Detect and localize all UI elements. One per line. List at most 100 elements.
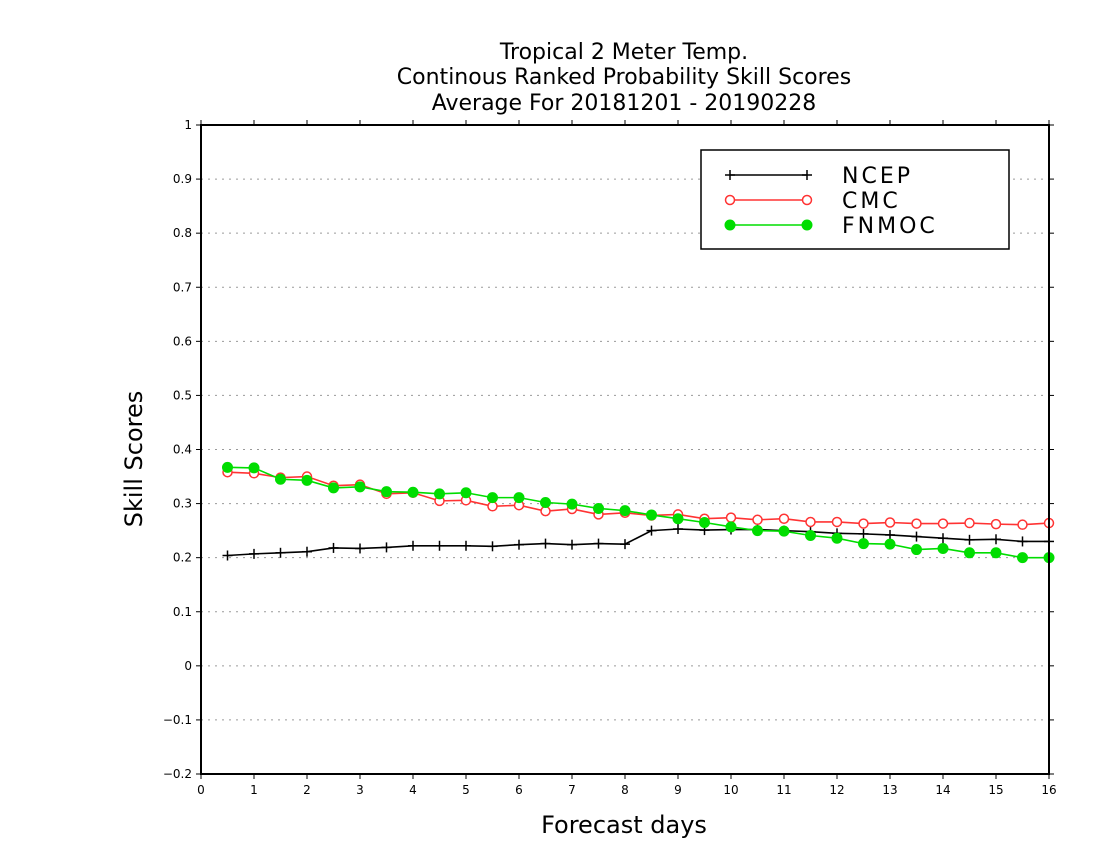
legend-marker	[801, 194, 813, 206]
chart-title-line-3: Average For 20181201 - 20190228	[432, 91, 817, 116]
x-tick-label: 13	[882, 783, 897, 797]
x-tick-label: 2	[303, 783, 311, 797]
y-tick-label: 0.9	[173, 172, 192, 186]
data-point-ncep	[461, 540, 471, 551]
data-point-fnmoc	[487, 492, 498, 504]
data-point-cmc	[487, 501, 498, 512]
data-point-fnmoc	[540, 497, 551, 509]
legend-marker	[724, 194, 736, 206]
data-point-fnmoc	[725, 521, 737, 533]
x-tick-label: 15	[988, 783, 1003, 797]
data-point-fnmoc	[248, 462, 260, 474]
data-point-fnmoc	[328, 482, 339, 494]
data-point-cmc	[725, 512, 737, 523]
data-point-ncep	[381, 542, 392, 553]
y-tick-label: 0	[184, 659, 192, 673]
data-point-fnmoc	[805, 529, 816, 541]
data-point-ncep	[434, 540, 445, 551]
data-point-fnmoc	[911, 544, 922, 556]
y-tick-label: 0.8	[173, 226, 192, 240]
x-tick-label: 0	[197, 783, 205, 797]
y-tick-label: 0.6	[173, 334, 192, 348]
data-point-fnmoc	[964, 547, 975, 559]
data-point-ncep	[514, 539, 524, 550]
legend-marker	[801, 219, 813, 231]
legend-marker	[724, 219, 736, 231]
x-axis-ticks: 0 1 2 3 4 5 6 7 8 9 10 11 12 13 14 15 16	[197, 120, 1057, 797]
data-point-fnmoc	[301, 474, 313, 486]
y-tick-label: 0.4	[173, 443, 192, 457]
data-point-cmc	[911, 518, 922, 529]
x-tick-label: 6	[515, 783, 523, 797]
data-point-cmc	[831, 516, 843, 528]
legend-label: FNMOC	[842, 214, 938, 239]
data-point-ncep	[620, 539, 630, 550]
data-point-fnmoc	[566, 498, 578, 510]
data-point-ncep	[222, 550, 233, 561]
y-tick-label: −0.2	[163, 767, 192, 781]
data-point-fnmoc	[619, 505, 631, 517]
data-point-ncep	[567, 539, 577, 550]
y-tick-label: 0.3	[173, 497, 192, 511]
data-point-cmc	[990, 518, 1002, 530]
data-point-fnmoc	[937, 542, 949, 554]
y-tick-label: 0.2	[173, 551, 192, 565]
data-point-fnmoc	[381, 486, 392, 498]
series-cmc	[222, 466, 1055, 530]
data-point-fnmoc	[354, 481, 366, 493]
x-tick-label: 5	[462, 783, 470, 797]
y-tick-label: 0.7	[173, 280, 192, 294]
data-point-fnmoc	[778, 525, 790, 537]
y-tick-label: 0.5	[173, 388, 192, 402]
data-point-ncep	[355, 543, 365, 554]
data-point-fnmoc	[699, 517, 710, 529]
data-point-fnmoc	[222, 461, 233, 473]
x-tick-label: 8	[621, 783, 629, 797]
y-tick-label: −0.1	[163, 713, 192, 727]
data-point-ncep	[540, 538, 551, 549]
chart-title: Tropical 2 Meter Temp. Continous Ranked …	[397, 40, 851, 116]
data-point-ncep	[911, 531, 922, 542]
data-point-fnmoc	[593, 502, 604, 514]
data-point-cmc	[805, 516, 816, 528]
data-point-fnmoc	[407, 486, 419, 498]
legend-marker	[802, 170, 812, 180]
legend-label: CMC	[842, 189, 901, 214]
legend-label: NCEP	[842, 164, 913, 189]
data-point-cmc	[1017, 519, 1028, 530]
data-point-cmc	[540, 505, 551, 517]
chart-title-line-1: Tropical 2 Meter Temp.	[499, 40, 748, 65]
gridlines	[201, 178, 1049, 721]
data-point-cmc	[884, 517, 896, 528]
data-point-fnmoc	[752, 525, 763, 537]
x-axis-label: Forecast days	[541, 811, 707, 839]
y-axis-label: Skill Scores	[120, 391, 148, 528]
data-point-ncep	[1017, 536, 1028, 547]
series-line-cmc	[227, 471, 1050, 526]
x-tick-label: 10	[723, 783, 738, 797]
series-line-fnmoc	[227, 466, 1049, 559]
data-point-fnmoc	[275, 473, 286, 485]
data-point-ncep	[275, 547, 286, 558]
data-point-ncep	[858, 528, 869, 539]
data-point-fnmoc	[831, 532, 843, 544]
legend-item-cmc: CMC	[724, 189, 901, 214]
x-tick-label: 14	[935, 783, 950, 797]
data-point-cmc	[858, 518, 869, 529]
data-point-cmc	[752, 514, 763, 526]
x-tick-label: 12	[829, 783, 844, 797]
y-tick-label: 1	[184, 118, 192, 132]
data-point-fnmoc	[858, 538, 869, 550]
data-point-fnmoc	[646, 509, 657, 521]
data-point-cmc	[937, 518, 949, 529]
data-point-ncep	[991, 534, 1001, 545]
y-axis-ticks: 1 0.9 0.8 0.7 0.6 0.5 0.4 0.3 0.2 0.1 0 −0.1 −0.2	[163, 118, 1054, 781]
legend-item-fnmoc: FNMOC	[724, 214, 938, 239]
series-fnmoc	[222, 461, 1055, 564]
x-tick-label: 11	[776, 783, 791, 797]
data-point-ncep	[328, 542, 339, 553]
data-point-fnmoc	[513, 492, 525, 504]
data-point-ncep	[487, 541, 498, 552]
